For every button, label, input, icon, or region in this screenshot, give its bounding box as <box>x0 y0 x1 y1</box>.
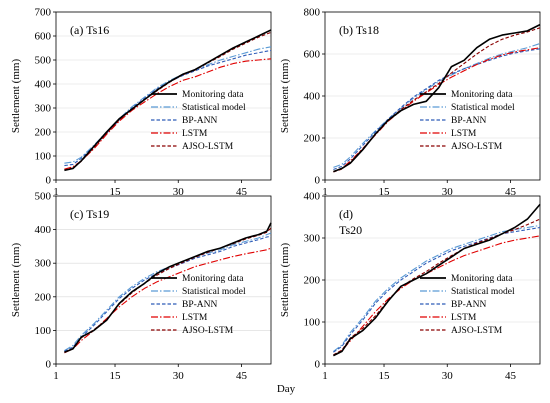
y-tick-label: 800 <box>304 7 321 19</box>
x-tick-label: 15 <box>110 186 122 198</box>
y-tick-label: 700 <box>35 7 52 19</box>
legend-label: LSTM <box>451 313 477 323</box>
legend-label: Monitoring data <box>182 90 244 100</box>
x-tick-label: 45 <box>505 370 517 382</box>
plot-frame <box>55 195 272 365</box>
y-tick-label: 300 <box>304 233 321 245</box>
x-tick-label: 30 <box>173 186 185 198</box>
series-line-bp-ann <box>333 226 541 353</box>
series-line-lstm <box>333 235 541 357</box>
legend-label: BP-ANN <box>451 116 487 126</box>
y-tick-label: 300 <box>35 103 52 115</box>
legend: Monitoring data Statistical model BP-ANN LS… <box>420 274 515 336</box>
legend-label: BP-ANN <box>182 116 218 126</box>
x-tick-label: 15 <box>379 186 391 198</box>
y-axis-label: Settlement (mm) <box>279 59 291 134</box>
series-line-monitoring-data <box>64 29 272 172</box>
y-tick-label: 400 <box>304 91 321 103</box>
y-tick-label: 100 <box>35 325 52 337</box>
x-tick-label: 1 <box>322 370 328 382</box>
x-tick-label: 30 <box>442 186 454 198</box>
panel-label: (a) Ts16 <box>70 23 109 37</box>
legend-label: Statistical model <box>182 103 246 113</box>
x-tick-label: 1 <box>322 186 328 198</box>
legend-label: Statistical model <box>182 287 246 297</box>
x-tick-label: 45 <box>236 186 248 198</box>
x-tick-label: 1 <box>53 370 59 382</box>
panel-label: (b) Ts18 <box>339 23 379 37</box>
legend-label: LSTM <box>182 129 208 139</box>
y-axis-label: Settlement (mm) <box>10 59 22 134</box>
legend-label: LSTM <box>451 129 477 139</box>
series-line-monitoring-data <box>333 203 541 357</box>
chart-panel-4: 0 100 200 300 400 1 15 30 45 Settlement (mm) (d) Ts… <box>279 191 541 382</box>
x-tick-label: 30 <box>173 370 185 382</box>
legend-label: BP-ANN <box>451 300 487 310</box>
x-axis-label: Day <box>277 383 296 395</box>
y-tick-label: 500 <box>35 191 52 203</box>
x-tick-label: 15 <box>110 370 122 382</box>
panel-label: (c) Ts19 <box>70 207 109 221</box>
legend: Monitoring data Statistical model BP-ANN LS… <box>420 90 515 152</box>
y-tick-label: 500 <box>35 55 52 67</box>
series-line-statistical-model <box>64 46 272 164</box>
legend-label: Statistical model <box>451 103 515 113</box>
y-tick-label: 0 <box>315 359 321 371</box>
legend-label: AJSO-LSTM <box>182 326 234 336</box>
y-axis-label: Settlement (mm) <box>279 243 291 318</box>
legend: Monitoring data Statistical model BP-ANN LS… <box>151 274 246 336</box>
series-line-statistical-model <box>333 224 541 352</box>
series-line-lstm <box>64 58 272 170</box>
series-line-bp-ann <box>64 235 272 352</box>
series-line-bp-ann <box>333 48 541 171</box>
plot-frame <box>324 11 541 181</box>
y-tick-label: 400 <box>35 224 52 236</box>
plot-frame <box>55 11 272 181</box>
x-tick-label: 45 <box>505 186 517 198</box>
series-line-lstm <box>64 247 272 354</box>
y-tick-label: 400 <box>304 191 321 203</box>
legend-label: Monitoring data <box>451 274 513 284</box>
y-tick-label: 0 <box>46 359 52 371</box>
y-tick-label: 0 <box>315 175 321 187</box>
y-tick-label: 600 <box>304 49 321 61</box>
y-tick-label: 200 <box>304 275 321 287</box>
y-axis-label: Settlement (mm) <box>10 243 22 318</box>
legend-label: Monitoring data <box>182 274 244 284</box>
x-tick-label: 45 <box>236 370 248 382</box>
series-line-statistical-model <box>64 232 272 352</box>
y-tick-label: 300 <box>35 258 52 270</box>
y-tick-label: 0 <box>46 175 52 187</box>
series-line-ajso-lstm <box>333 218 541 356</box>
panel-label: (d) <box>339 207 353 221</box>
legend-label: AJSO-LSTM <box>182 142 234 152</box>
legend-label: AJSO-LSTM <box>451 326 503 336</box>
legend-label: Statistical model <box>451 287 515 297</box>
series-line-ajso-lstm <box>64 227 272 353</box>
x-tick-label: 15 <box>379 370 391 382</box>
panel-label-station: Ts20 <box>339 223 362 237</box>
y-tick-label: 100 <box>35 151 52 163</box>
legend-label: Monitoring data <box>451 90 513 100</box>
y-tick-label: 100 <box>304 317 321 329</box>
series-line-statistical-model <box>333 42 541 168</box>
legend: Monitoring data Statistical model BP-ANN LS… <box>151 90 246 152</box>
y-tick-label: 400 <box>35 79 52 91</box>
legend-label: LSTM <box>182 313 208 323</box>
plot-frame <box>324 195 541 365</box>
chart-panel-2: 0 200 400 600 800 1 15 30 45 Settlement (mm) (b) T… <box>279 7 541 198</box>
y-tick-label: 200 <box>35 127 52 139</box>
y-tick-label: 200 <box>35 291 52 303</box>
series-line-monitoring-data <box>64 222 272 353</box>
y-tick-label: 200 <box>304 133 321 145</box>
x-tick-label: 1 <box>53 186 59 198</box>
chart-panel-3: 0 100 200 300 400 500 1 15 30 45 Settlement (mm) (c… <box>10 191 272 382</box>
legend-label: AJSO-LSTM <box>451 142 503 152</box>
chart-panel-1: 0 100 200 300 400 500 600 700 1 15 30 45 Settlement … <box>10 7 272 198</box>
x-tick-label: 30 <box>442 370 454 382</box>
legend-label: BP-ANN <box>182 300 218 310</box>
y-tick-label: 600 <box>35 31 52 43</box>
